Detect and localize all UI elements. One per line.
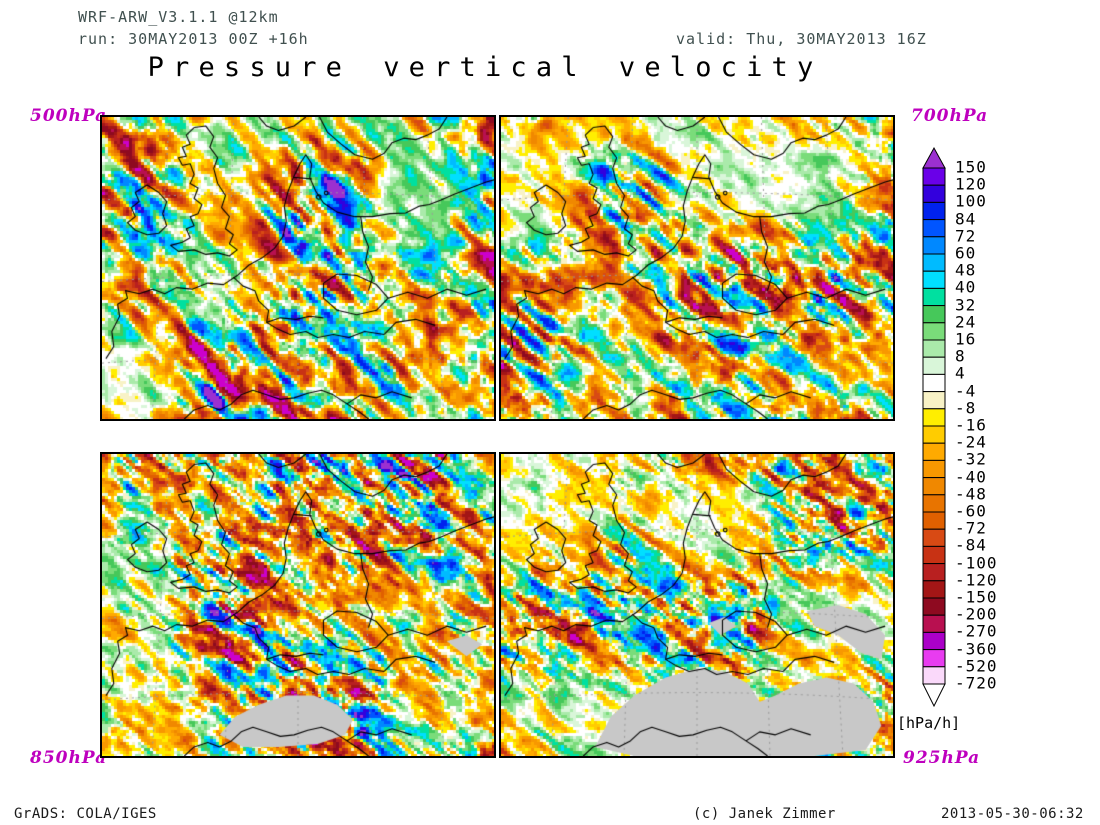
colorbar-box: [922, 201, 946, 221]
colorbar-tick-label: -32: [955, 449, 987, 469]
colorbar-tick-label: 32: [955, 295, 977, 315]
colorbar-box: [922, 253, 946, 272]
colorbar-box: [922, 356, 946, 375]
panel-label-925hpa: 925hPa: [903, 748, 981, 768]
map-panel-700hpa: [499, 115, 895, 421]
colorbar-bottom-arrow: [922, 683, 946, 708]
colorbar-box: [922, 322, 946, 341]
colorbar-box: [922, 494, 946, 513]
colorbar-box: [922, 184, 946, 203]
colorbar-tick-label: -120: [955, 570, 998, 590]
page-title: Pressure vertical velocity: [147, 52, 823, 83]
grads-credit-text: GrADS: COLA/IGES: [14, 806, 157, 822]
model-version-text: WRF-ARW_V3.1.1 @12km: [78, 8, 279, 26]
author-credit-text: (c) Janek Zimmer: [693, 806, 836, 822]
colorbar-box: [922, 614, 946, 633]
colorbar-box: [922, 339, 946, 358]
colorbar-box: [922, 511, 946, 530]
colorbar-box: [922, 167, 946, 186]
map-panel-850hpa: [100, 452, 496, 758]
colorbar-tick-label: -200: [955, 604, 998, 624]
colorbar-box: [922, 545, 946, 565]
colorbar-tick-label: -520: [955, 656, 998, 676]
panel-label-500hpa: 500hPa: [30, 106, 108, 126]
colorbar-box: [922, 580, 946, 599]
colorbar-tick-label: -84: [955, 535, 987, 555]
colorbar-tick-label: 16: [955, 329, 977, 349]
colorbar-tick-label: 60: [955, 243, 977, 263]
colorbar-box: [922, 270, 946, 289]
creation-timestamp-text: 2013-05-30-06:32: [941, 806, 1084, 822]
colorbar-box: [922, 477, 946, 496]
colorbar-tick-label: -40: [955, 467, 987, 487]
colorbar-tick-label: -100: [955, 553, 998, 573]
colorbar-tick-label: -48: [955, 484, 987, 504]
colorbar-tick-label: 4: [955, 363, 966, 383]
colorbar-box: [922, 287, 946, 307]
colorbar-tick-label: -24: [955, 432, 987, 452]
colorbar-box: [922, 391, 946, 410]
colorbar-tick-label: -8: [955, 398, 977, 418]
colorbar-tick-label: -270: [955, 621, 998, 641]
colorbar-top-arrow: [922, 146, 946, 169]
colorbar-box: [922, 425, 946, 444]
colorbar-box: [922, 528, 946, 547]
colorbar-tick-label: -4: [955, 381, 977, 401]
colorbar-tick-label: 8: [955, 346, 966, 366]
run-time-text: run: 30MAY2013 00Z +16h: [78, 30, 309, 48]
colorbar-tick-label: 48: [955, 260, 977, 280]
colorbar-tick-label: -16: [955, 415, 987, 435]
colorbar: 150 120 100 84 72 60 48 40 32 24 16 8 4 -4 -8 -16 -24 -32…: [921, 146, 1100, 726]
colorbar-box: [922, 649, 946, 668]
colorbar-tick-label: 72: [955, 226, 977, 246]
colorbar-box: [922, 459, 946, 479]
colorbar-tick-label: 24: [955, 312, 977, 332]
panel-label-850hpa: 850hPa: [30, 748, 108, 768]
colorbar-box: [922, 631, 946, 651]
map-panel-925hpa: [499, 452, 895, 758]
colorbar-tick-label: -72: [955, 518, 987, 538]
colorbar-box: [922, 219, 946, 238]
colorbar-tick-label: 150: [955, 157, 987, 177]
colorbar-unit-label: [hPa/h]: [897, 714, 961, 732]
valid-time-text: valid: Thu, 30MAY2013 16Z: [676, 30, 927, 48]
colorbar-box: [922, 597, 946, 616]
colorbar-tick-label: -60: [955, 501, 987, 521]
colorbar-tick-label: -720: [955, 673, 998, 693]
colorbar-box: [922, 305, 946, 324]
colorbar-tick-label: 100: [955, 191, 987, 211]
colorbar-tick-label: 84: [955, 209, 977, 229]
map-panel-500hpa: [100, 115, 496, 421]
colorbar-box: [922, 408, 946, 427]
colorbar-box: [922, 236, 946, 255]
colorbar-tick-label: -360: [955, 639, 998, 659]
colorbar-box: [922, 373, 946, 393]
colorbar-scale: [922, 146, 946, 708]
colorbar-box: [922, 563, 946, 582]
colorbar-box: [922, 666, 946, 685]
panel-label-700hpa: 700hPa: [911, 106, 989, 126]
colorbar-box: [922, 442, 946, 461]
colorbar-tick-label: -150: [955, 587, 998, 607]
colorbar-tick-label: 40: [955, 277, 977, 297]
colorbar-tick-label: 120: [955, 174, 987, 194]
